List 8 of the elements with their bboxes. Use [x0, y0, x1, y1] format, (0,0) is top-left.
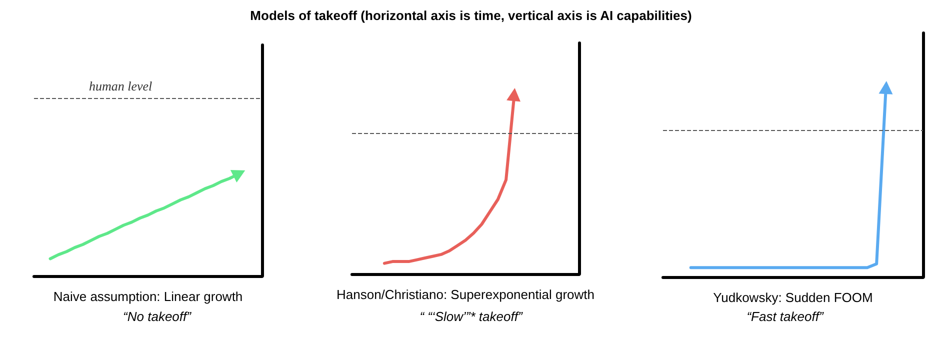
x-axis-title: Naive assumption: Linear growth — [53, 289, 243, 304]
text: “No takeoff” — [123, 309, 192, 324]
text: “Fast takeoff” — [746, 309, 824, 324]
chart-title: Models of takeoff (horizontal axis is time, vertical axis is AI capabilities) — [249, 8, 693, 23]
ref-line-label: human level — [89, 78, 153, 94]
text: “ “‘Slow’”* takeoff” — [420, 309, 523, 324]
x-axis-title: Hanson/Christiano: Superexponential growth — [336, 287, 594, 302]
x-axis-title: Yudkowsky: Sudden FOOM — [713, 290, 873, 305]
